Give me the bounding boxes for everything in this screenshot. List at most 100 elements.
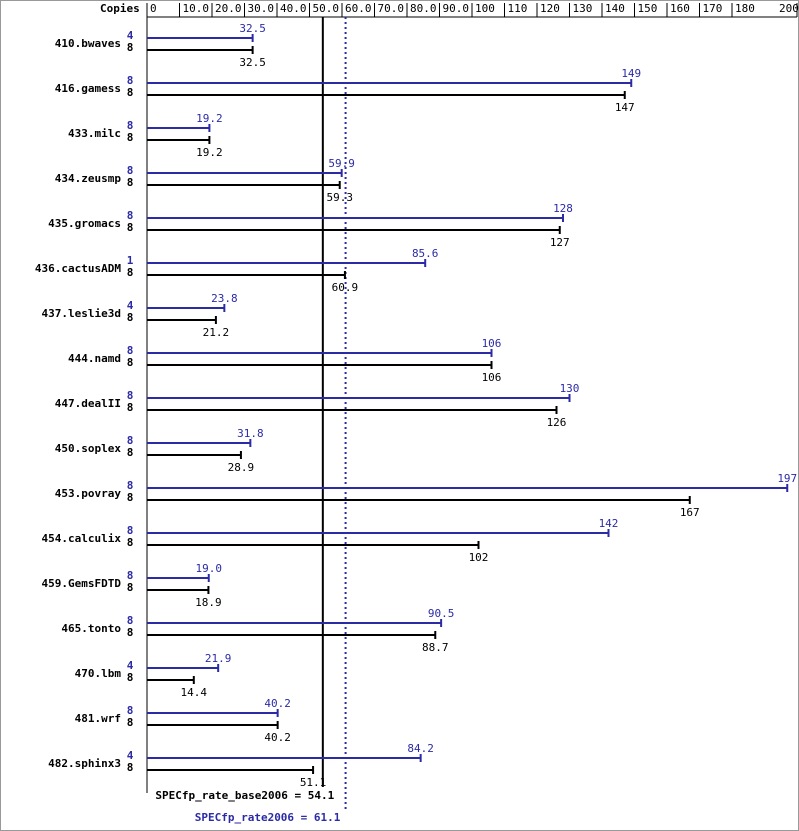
value-label: 19.2: [196, 146, 223, 159]
value-label: 126: [547, 416, 567, 429]
benchmark-name: 434.zeusmp: [55, 172, 122, 185]
value-label: 85.6: [412, 247, 439, 260]
benchmark-name: 444.namd: [68, 352, 121, 365]
value-label: 128: [553, 202, 573, 215]
x-tick-label: 70.0: [378, 2, 405, 15]
value-label: 32.5: [239, 56, 266, 69]
x-tick-label: 30.0: [248, 2, 275, 15]
value-label: 149: [621, 67, 641, 80]
benchmark-name: 465.tonto: [61, 622, 121, 635]
copies: 8: [127, 761, 134, 774]
x-tick-label: 20.0: [215, 2, 242, 15]
benchmark-name: 447.dealII: [55, 397, 121, 410]
x-tick-label: 90.0: [443, 2, 470, 15]
x-tick-label: 150: [638, 2, 658, 15]
value-label: 19.0: [196, 562, 223, 575]
value-label: 18.9: [195, 596, 222, 609]
x-tick-label: 10.0: [183, 2, 210, 15]
copies: 8: [127, 536, 134, 549]
benchmark-name: 433.milc: [68, 127, 121, 140]
copies: 8: [127, 221, 134, 234]
x-tick-label: 60.0: [345, 2, 372, 15]
benchmark-name: 453.povray: [55, 487, 122, 500]
copies: 8: [127, 356, 134, 369]
value-label: 14.4: [181, 686, 208, 699]
value-label: 106: [482, 371, 502, 384]
copies: 8: [127, 344, 134, 357]
value-label: 59.9: [328, 157, 355, 170]
copies: 4: [127, 29, 134, 42]
x-tick-label: 50.0: [313, 2, 340, 15]
x-tick-label: 80.0: [410, 2, 437, 15]
value-label: 40.2: [264, 731, 291, 744]
value-label: 21.9: [205, 652, 232, 665]
copies: 8: [127, 581, 134, 594]
x-tick-label: 130: [573, 2, 593, 15]
value-label: 102: [469, 551, 489, 564]
x-tick-label: 100: [475, 2, 495, 15]
copies: 8: [127, 176, 134, 189]
benchmark-name: 410.bwaves: [55, 37, 121, 50]
benchmark-name: 436.cactusADM: [35, 262, 121, 275]
copies: 8: [127, 716, 134, 729]
value-label: 40.2: [264, 697, 291, 710]
copies: 8: [127, 131, 134, 144]
x-tick-label: 140: [605, 2, 625, 15]
copies: 8: [127, 266, 134, 279]
benchmark-name: 482.sphinx3: [48, 757, 121, 770]
copies: 1: [127, 254, 134, 267]
x-tick-label: 40.0: [280, 2, 307, 15]
value-label: 127: [550, 236, 570, 249]
reference-label: SPECfp_rate2006 = 61.1: [195, 811, 341, 824]
copies: 8: [127, 41, 134, 54]
x-tick-label: 120: [540, 2, 560, 15]
copies-header: Copies: [100, 2, 140, 15]
copies: 8: [127, 626, 134, 639]
value-label: 90.5: [428, 607, 455, 620]
copies: 4: [127, 749, 134, 762]
value-label: 130: [560, 382, 580, 395]
benchmark-name: 437.leslie3d: [42, 307, 121, 320]
value-label: 106: [482, 337, 502, 350]
copies: 8: [127, 209, 134, 222]
benchmark-name: 459.GemsFDTD: [42, 577, 122, 590]
copies: 8: [127, 479, 134, 492]
copies: 8: [127, 311, 134, 324]
value-label: 84.2: [407, 742, 434, 755]
copies: 8: [127, 446, 134, 459]
benchmark-name: 435.gromacs: [48, 217, 121, 230]
value-label: 19.2: [196, 112, 223, 125]
copies: 4: [127, 299, 134, 312]
value-label: 23.8: [211, 292, 238, 305]
copies: 8: [127, 569, 134, 582]
benchmark-name: 470.lbm: [75, 667, 122, 680]
copies: 8: [127, 704, 134, 717]
value-label: 88.7: [422, 641, 449, 654]
benchmark-name: 481.wrf: [75, 712, 121, 725]
x-tick-label: 0: [150, 2, 157, 15]
copies: 8: [127, 671, 134, 684]
benchmark-name: 454.calculix: [42, 532, 122, 545]
value-label: 21.2: [203, 326, 230, 339]
copies: 8: [127, 119, 134, 132]
value-label: 28.9: [228, 461, 255, 474]
x-tick-label: 110: [508, 2, 528, 15]
benchmark-name: 416.gamess: [55, 82, 121, 95]
value-label: 31.8: [237, 427, 264, 440]
value-label: 167: [680, 506, 700, 519]
copies: 8: [127, 74, 134, 87]
x-tick-label: 180: [735, 2, 755, 15]
copies: 8: [127, 491, 134, 504]
value-label: 142: [599, 517, 619, 530]
benchmark-name: 450.soplex: [55, 442, 122, 455]
copies: 8: [127, 164, 134, 177]
reference-label: SPECfp_rate_base2006 = 54.1: [155, 789, 334, 802]
value-label: 59.3: [326, 191, 353, 204]
copies: 8: [127, 614, 134, 627]
copies: 8: [127, 401, 134, 414]
x-tick-label: 170: [703, 2, 723, 15]
value-label: 60.9: [332, 281, 359, 294]
value-label: 51.1: [300, 776, 327, 789]
